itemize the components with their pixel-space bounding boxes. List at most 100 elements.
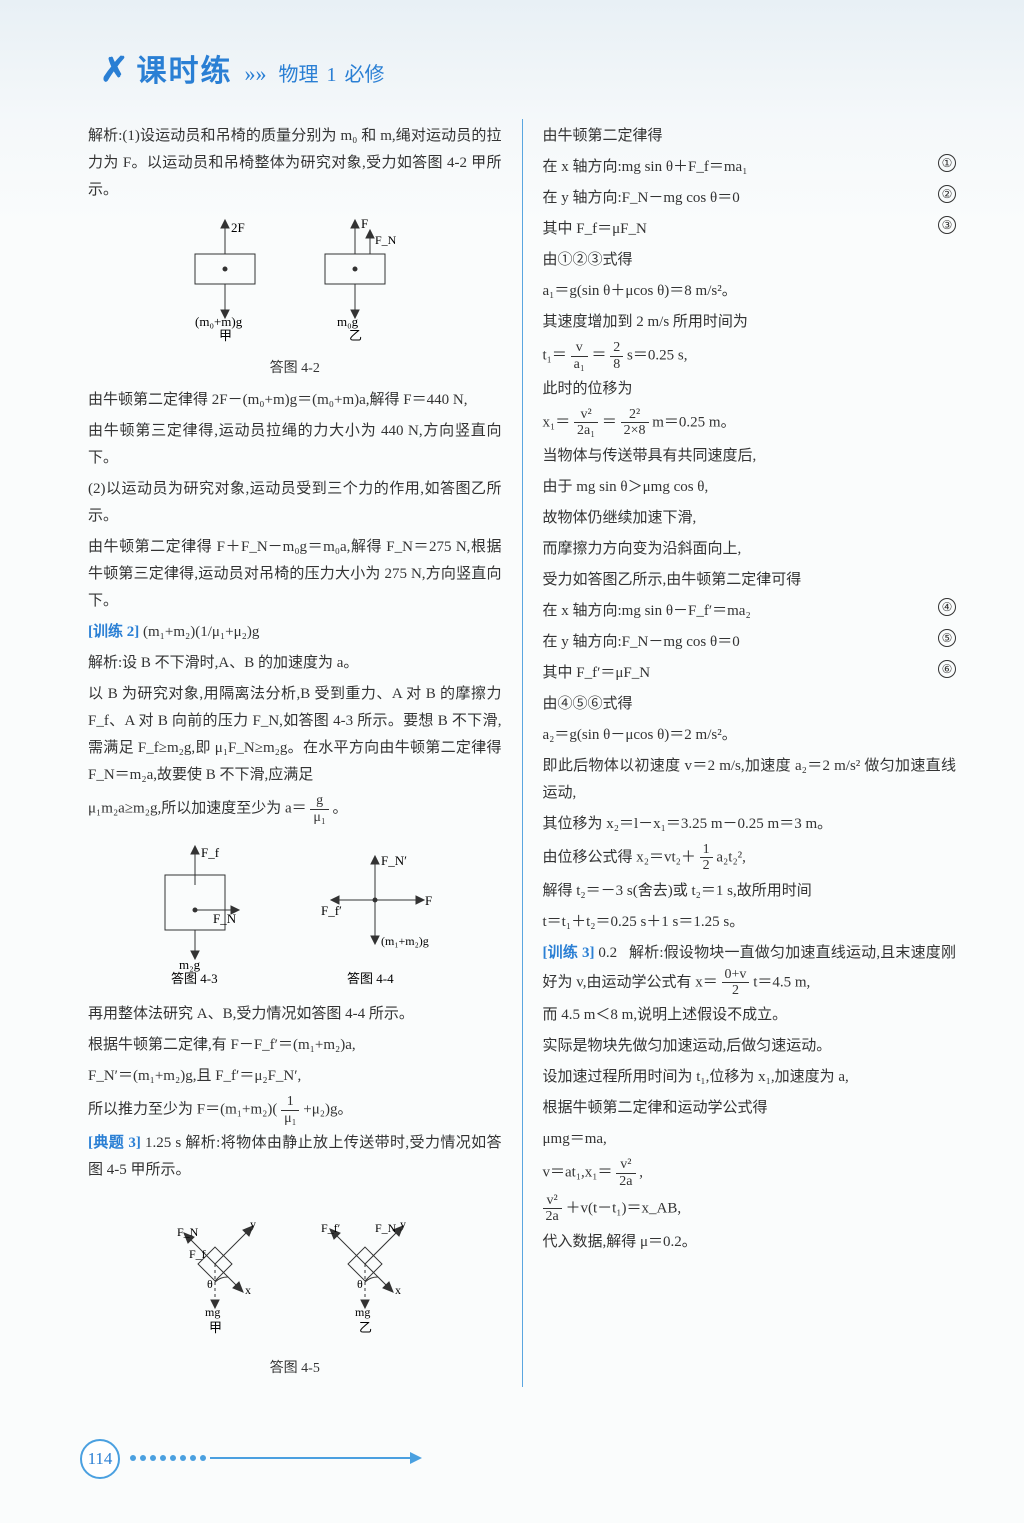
svg-text:F_f′: F_f′ xyxy=(321,903,342,918)
rp9: 此时的位移为 xyxy=(543,376,957,403)
rp4: 其中 F_f＝μF_N③ xyxy=(543,216,957,243)
svg-text:F_N: F_N xyxy=(213,911,237,926)
svg-text:y: y xyxy=(250,1217,256,1231)
page-root: ✗ 课时练 »» 物理 1 必修 解析:(1)设运动员和吊椅的质量分别为 m₀ … xyxy=(0,0,1024,1523)
rp31: μmg＝ma, xyxy=(543,1126,957,1153)
svg-text:θ: θ xyxy=(207,1277,213,1291)
svg-text:F_N: F_N xyxy=(375,1221,397,1235)
label-m0mg: (m₀+m)g xyxy=(195,314,243,329)
rp13: 故物体仍继续加速下滑, xyxy=(543,505,957,532)
figure-4-2: 2F (m₀+m)g 甲 F F_N m₀g 乙 答图 4-2 xyxy=(88,214,502,381)
circ-1: ① xyxy=(938,154,956,172)
circ-3: ③ xyxy=(938,216,956,234)
rp32: v＝at₁,x₁＝ v²2a , xyxy=(543,1157,957,1189)
rp18: 其中 F_f′＝μF_N⑥ xyxy=(543,660,957,687)
svg-text:y: y xyxy=(400,1217,406,1231)
rp11: 当物体与传送带具有共同速度后, xyxy=(543,443,957,470)
rp21: 即此后物体以初速度 v＝2 m/s,加速度 a₂＝2 m/s² 做匀加速直线运动… xyxy=(543,753,957,807)
label-jia: 甲 xyxy=(219,328,232,343)
p10: 根据牛顿第二定律,有 F－F_f′＝(m₁+m₂)a, xyxy=(88,1032,502,1059)
rp27: 而 4.5 m＜8 m,说明上述假设不成立。 xyxy=(543,1002,957,1029)
rp24: 解得 t₂＝－3 s(舍去)或 t₂＝1 s,故所用时间 xyxy=(543,878,957,905)
ex3-label: [典题 3] xyxy=(88,1135,141,1151)
rp30: 根据牛顿第二定律和运动学公式得 xyxy=(543,1095,957,1122)
circ-5: ⑤ xyxy=(938,629,956,647)
rp29: 设加速过程所用时间为 t₁,位移为 x₁,加速度为 a, xyxy=(543,1064,957,1091)
rp25: t＝t₁＋t₂＝0.25 s＋1 s＝1.25 s。 xyxy=(543,909,957,936)
rp5: 由①②③式得 xyxy=(543,247,957,274)
train3-line: [训练 3] 0.2 解析:假设物块一直做匀加速直线运动,且末速度刚好为 v,由… xyxy=(543,940,957,999)
train2-label: [训练 2] xyxy=(88,624,139,640)
svg-text:答图 4-4: 答图 4-4 xyxy=(347,971,394,985)
train2-expr: (m₁+m₂)(1/μ₁+μ₂)g xyxy=(143,624,259,640)
page-header: ✗ 课时练 »» 物理 1 必修 xyxy=(70,40,974,101)
p8: μ₁m₂a≥m₂g,所以加速度至少为 a＝ g μ₁ 。 xyxy=(88,793,502,825)
rp23: 由位移公式得 x₂＝vt₂＋ 12 a₂t₂², xyxy=(543,842,957,874)
footer-arrow-icon xyxy=(130,1453,422,1463)
rp3: 在 y 轴方向:F_N－mg cos θ＝0② xyxy=(543,185,957,212)
rp6: a₁＝g(sin θ＋μcos θ)＝8 m/s²。 xyxy=(543,278,957,305)
svg-text:F_f: F_f xyxy=(189,1247,206,1261)
rp10: x₁＝ v²2a₁ ＝ 2²2×8 m＝0.25 m。 xyxy=(543,407,957,439)
p5: 由牛顿第二定律得 F＋F_N－m₀g＝m₀a,解得 F_N＝275 N,根据牛顿… xyxy=(88,534,502,615)
svg-text:乙: 乙 xyxy=(359,1320,372,1335)
header-volume: 1 xyxy=(327,57,337,93)
header-icon: ✗ xyxy=(100,40,129,101)
p8-post: 。 xyxy=(333,801,348,817)
label-m0g: m₀g xyxy=(337,314,359,329)
header-subject: 物理 xyxy=(279,57,319,93)
rp15: 受力如答图乙所示,由牛顿第二定律可得 xyxy=(543,567,957,594)
svg-text:m₂g: m₂g xyxy=(179,957,201,972)
svg-text:答图 4-3: 答图 4-3 xyxy=(171,971,218,985)
left-column: 解析:(1)设运动员和吊椅的质量分别为 m₀ 和 m,绳对运动员的拉力为 F。以… xyxy=(70,119,520,1387)
fig-4-3-4-svg: F_f F_N m₂g F_N′ F_f′ F (m₁+m₂)g 答图 4-3 … xyxy=(125,835,465,985)
label-yi: 乙 xyxy=(349,328,362,343)
content-columns: 解析:(1)设运动员和吊椅的质量分别为 m₀ 和 m,绳对运动员的拉力为 F。以… xyxy=(70,119,974,1387)
p8-pre: μ₁m₂a≥m₂g,所以加速度至少为 a＝ xyxy=(88,801,307,817)
svg-text:F_N′: F_N′ xyxy=(381,853,407,868)
rp1: 由牛顿第二定律得 xyxy=(543,123,957,150)
fig-4-2-caption: 答图 4-2 xyxy=(88,356,502,381)
rp20: a₂＝g(sin θ－μcos θ)＝2 m/s²。 xyxy=(543,722,957,749)
page-number: 114 xyxy=(80,1439,120,1479)
p3: 由牛顿第三定律得,运动员拉绳的力大小为 440 N,方向竖直向下。 xyxy=(88,418,502,472)
ex3-line: [典题 3] 1.25 s 解析:将物体由静止放上传送带时,受力情况如答图 4-… xyxy=(88,1130,502,1184)
svg-text:θ: θ xyxy=(357,1277,363,1291)
header-arrows-icon: »» xyxy=(245,54,267,94)
p4: (2)以运动员为研究对象,运动员受到三个力的作用,如答图乙所示。 xyxy=(88,476,502,530)
rp34: 代入数据,解得 μ＝0.2。 xyxy=(543,1229,957,1256)
p7: 以 B 为研究对象,用隔离法分析,B 受到重力、A 对 B 的摩擦力 F_f、A… xyxy=(88,681,502,789)
svg-text:F_f: F_f xyxy=(201,845,220,860)
p6: 解析:设 B 不下滑时,A、B 的加速度为 a。 xyxy=(88,650,502,677)
rp12: 由于 mg sin θ＞μmg cos θ, xyxy=(543,474,957,501)
ex3-ans: 1.25 s xyxy=(145,1135,181,1151)
svg-text:甲: 甲 xyxy=(209,1320,222,1335)
label-2F: 2F xyxy=(231,220,245,235)
rp14: 而摩擦力方向变为沿斜面向上, xyxy=(543,536,957,563)
rp28: 实际是物块先做匀加速运动,后做匀速运动。 xyxy=(543,1033,957,1060)
train3-ans: 0.2 xyxy=(598,945,617,961)
fig-4-5-caption: 答图 4-5 xyxy=(88,1356,502,1381)
fig-4-5-svg: y F_N F_f θ x mg 甲 y F_f′ F_N θ x mg 乙 xyxy=(135,1194,455,1344)
analysis-intro: 解析:(1)设运动员和吊椅的质量分别为 m₀ 和 m,绳对运动员的拉力为 F。以… xyxy=(88,123,502,204)
rp17: 在 y 轴方向:F_N－mg cos θ＝0⑤ xyxy=(543,629,957,656)
p11: F_N′＝(m₁+m₂)g,且 F_f′＝μ₂F_N′, xyxy=(88,1063,502,1090)
label-F: F xyxy=(361,216,368,231)
svg-text:mg: mg xyxy=(355,1305,370,1319)
fig-4-2-svg: 2F (m₀+m)g 甲 F F_N m₀g 乙 xyxy=(165,214,425,344)
svg-text:mg: mg xyxy=(205,1305,220,1319)
rp7: 其速度增加到 2 m/s 所用时间为 xyxy=(543,309,957,336)
header-title: 课时练 xyxy=(137,45,233,99)
figure-4-5: y F_N F_f θ x mg 甲 y F_f′ F_N θ x mg 乙 答… xyxy=(88,1194,502,1381)
circ-4: ④ xyxy=(938,598,956,616)
circ-2: ② xyxy=(938,185,956,203)
rp22: 其位移为 x₂＝l－x₁＝3.25 m－0.25 m＝3 m。 xyxy=(543,811,957,838)
rp19: 由④⑤⑥式得 xyxy=(543,691,957,718)
circ-6: ⑥ xyxy=(938,660,956,678)
figure-4-3-4: F_f F_N m₂g F_N′ F_f′ F (m₁+m₂)g 答图 4-3 … xyxy=(88,835,502,995)
train3-label: [训练 3] xyxy=(543,945,595,961)
rp2: 在 x 轴方向:mg sin θ＋F_f＝ma₁① xyxy=(543,154,957,181)
svg-text:(m₁+m₂)g: (m₁+m₂)g xyxy=(381,934,429,948)
column-divider xyxy=(522,119,523,1387)
rp8: t₁＝ va₁ ＝ 28 s＝0.25 s, xyxy=(543,340,957,372)
